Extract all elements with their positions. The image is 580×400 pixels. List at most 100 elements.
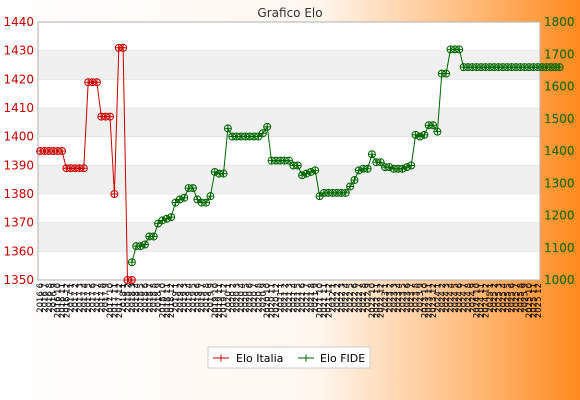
data-point-cross-fide: [259, 129, 267, 137]
x-tick-label: 2025 9: [521, 283, 531, 313]
x-tick-label: 2024 9: [468, 283, 478, 313]
x-tick-label: 2017 10: [106, 283, 116, 318]
x-tick-label: 2024 7: [460, 283, 470, 313]
data-point-cross-fide: [206, 192, 214, 200]
x-tick-label: 2018 4: [132, 283, 142, 313]
data-point-cross-italia: [128, 276, 136, 284]
data-point-cross-fide: [433, 128, 441, 136]
data-point-cross-fide: [294, 162, 302, 170]
right-tick-label: 1300: [544, 176, 575, 190]
x-tick-label: 2024 6: [455, 283, 465, 313]
x-tick-label: 2019 8: [202, 283, 212, 313]
legend: Elo Italia Elo FIDE: [207, 346, 371, 369]
data-point-cross-fide: [176, 195, 184, 203]
x-tick-label: 2019 12: [220, 283, 230, 318]
x-tick-label: 2022 5: [346, 283, 356, 313]
data-point-cross-fide: [202, 199, 210, 207]
x-tick-label: 2018 10: [158, 283, 168, 318]
x-tick-label: 2022 2: [333, 283, 343, 313]
x-tick-label: 2021 1: [276, 283, 286, 313]
x-tick-label: 2021 11: [320, 283, 330, 318]
x-tick-label: 2025 11: [529, 283, 539, 318]
left-tick-label: 1420: [3, 72, 34, 86]
x-tick-label: 2018 9: [154, 283, 164, 313]
x-tick-label: 2019 5: [189, 283, 199, 313]
grid-band: [38, 222, 540, 252]
x-tick-label: 2019 9: [206, 283, 216, 313]
data-point-cross-italia: [106, 113, 114, 121]
x-tick-label: 2020 8: [254, 283, 264, 313]
x-tick-label: 2019 6: [193, 283, 203, 313]
grid-bands: [38, 21, 540, 280]
x-tick-label: 2023 11: [425, 283, 435, 318]
x-tick-label: 2020 5: [241, 283, 251, 313]
x-tick-label: 2020 4: [237, 283, 247, 313]
x-tick-label: 2021 10: [316, 283, 326, 318]
left-tick-label: 1410: [3, 101, 34, 115]
data-point-cross-fide: [307, 168, 315, 176]
data-point-cross-fide: [403, 163, 411, 171]
left-tick-label: 1430: [3, 44, 34, 58]
data-point-cross-fide: [180, 194, 188, 202]
data-point-cross-fide: [377, 158, 385, 166]
right-tick-label: 1400: [544, 144, 575, 158]
x-tick-label: 2024 5: [451, 283, 461, 313]
data-point-cross-fide: [311, 166, 319, 174]
x-tick-label: 2017 9: [102, 283, 112, 313]
x-tick-label: 2017 12: [115, 283, 125, 318]
x-tick-label: 2020 2: [228, 283, 238, 313]
right-axis: 1000 1100 1200 1300 1400 1500 1600 1700 1800: [544, 15, 575, 287]
x-tick-label: 2021 2: [281, 283, 291, 313]
x-tick-label: 2017 11: [110, 283, 120, 318]
data-point-cross-fide: [368, 150, 376, 158]
x-tick-label: 2022 1: [329, 283, 339, 313]
x-tick-label: 2022 12: [377, 283, 387, 318]
x-tick-label: 2024 2: [438, 283, 448, 313]
x-tick-label: 2019 3: [180, 283, 190, 313]
data-point-cross-italia: [110, 190, 118, 198]
data-point-cross-fide: [398, 165, 406, 173]
x-tick-label: 2025 2: [490, 283, 500, 313]
x-tick-label: 2023 3: [390, 283, 400, 313]
left-tick-label: 1360: [3, 244, 34, 258]
x-tick-label: 2016 10: [54, 283, 64, 318]
x-tick-label: 2017 4: [80, 283, 90, 313]
x-tick-label: 2020 9: [259, 283, 269, 313]
x-tick-label: 2024 8: [464, 283, 474, 313]
right-tick-label: 1000: [544, 273, 575, 287]
x-tick-label: 2025 7: [512, 283, 522, 313]
data-point-cross-fide: [263, 123, 271, 131]
right-tick-label: 1700: [544, 47, 575, 61]
left-tick-label: 1370: [3, 216, 34, 230]
x-tick-label: 2022 7: [355, 283, 365, 313]
x-tick-label: 2022 3: [337, 283, 347, 313]
x-tick-label: 2018 5: [137, 283, 147, 313]
legend-fide-marker: [302, 354, 310, 362]
x-tick-label: 2024 3: [442, 283, 452, 313]
data-point-cross-fide: [285, 157, 293, 165]
x-tick-label: 2020 12: [272, 283, 282, 318]
x-tick-label: 2025 4: [499, 283, 509, 313]
x-tick-label: 2016 8: [45, 283, 55, 313]
x-tick-label: 2020 6: [246, 283, 256, 313]
x-tick-label: 2019 7: [198, 283, 208, 313]
x-tick-label: 2021 5: [294, 283, 304, 313]
x-tick-label: 2019 2: [176, 283, 186, 313]
data-point-cross-fide: [158, 216, 166, 224]
right-tick-label: 1800: [544, 15, 575, 29]
left-tick-label: 1380: [3, 187, 34, 201]
data-point-cross-fide: [150, 232, 158, 240]
data-point-cross-fide: [167, 213, 175, 221]
x-tick-label: 2021 4: [289, 283, 299, 313]
data-point-cross-fide: [442, 70, 450, 78]
x-tick-label: 2024 1: [433, 283, 443, 313]
data-point-cross-fide: [420, 131, 428, 139]
x-tick-label: 2023 1: [381, 283, 391, 313]
data-point-cross-fide: [355, 166, 363, 174]
x-tick-label: 2020 1: [224, 283, 234, 313]
grid-band: [38, 108, 540, 137]
x-tick-label: 2017 8: [97, 283, 107, 313]
x-tick-label: 2020 10: [263, 283, 273, 318]
data-point-cross-fide: [412, 131, 420, 139]
